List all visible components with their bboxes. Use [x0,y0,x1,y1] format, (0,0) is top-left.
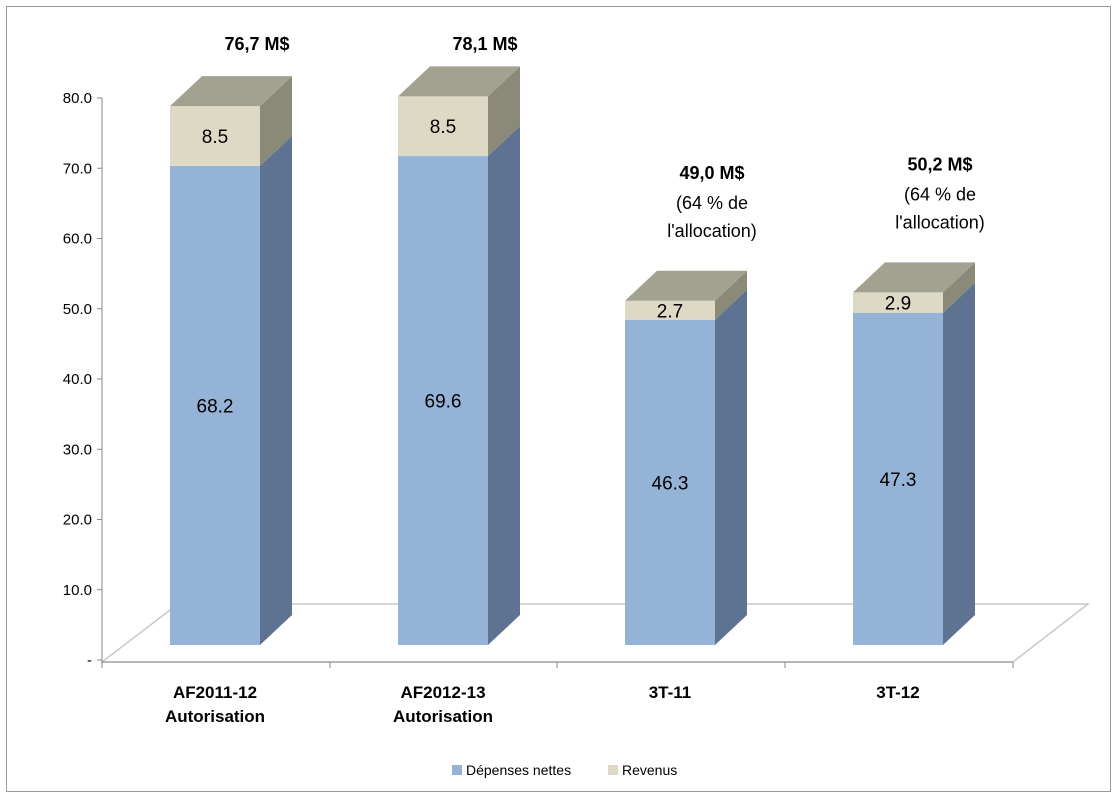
y-tick-label: 70.0 [63,160,92,177]
bar-depenses-front [853,312,943,645]
y-tick-label: 50.0 [63,301,92,318]
segment-value-label: 2.7 [657,301,683,322]
category-label: AF2011-12 [173,683,257,702]
bar-depenses-front [170,165,260,645]
bar-revenus-front [853,292,943,313]
category-label: Autorisation [165,707,265,726]
legend-swatch [608,765,618,775]
legend-label: Revenus [622,762,677,778]
y-tick-label: 60.0 [63,231,92,248]
segment-value-label: 2.9 [885,294,911,315]
bar-revenus-side [260,76,292,166]
bar-note-label: (64 % de [904,184,976,204]
segment-value-label: 68.2 [197,396,234,417]
y-tick-label: 80.0 [63,90,92,107]
bar-revenus-front [625,300,715,320]
segment-value-label: 46.3 [652,473,689,494]
bar-top-face [398,66,520,97]
bar-total-label: 76,7 M$ [224,34,289,54]
bar-revenus-front [170,106,260,166]
y-tick-label: - [87,652,92,669]
bar-revenus-side [943,262,975,313]
bar-top-face [853,262,975,293]
bar-note-label: l'allocation) [667,221,756,241]
bar-top-face [625,270,747,301]
bar-note-label: l'allocation) [895,212,984,232]
bar-revenus-side [488,66,520,157]
y-tick-label: 20.0 [63,512,92,529]
bar-depenses-side [715,289,747,645]
segment-value-label: 8.5 [430,117,456,138]
bar-note-label: (64 % de [676,193,748,213]
bar-revenus-front [398,96,488,157]
y-tick-label: 10.0 [63,582,92,599]
bar-total-label: 78,1 M$ [452,34,517,54]
category-label: AF2012-13 [400,683,485,702]
bar-depenses-side [943,282,975,645]
y-tick-label: 40.0 [63,371,92,388]
bar-total-label: 50,2 M$ [907,154,972,174]
y-tick-label: 30.0 [63,441,92,458]
bar-top-face [170,76,292,107]
category-label: 3T-12 [876,683,919,702]
bar-depenses-side [260,135,292,645]
legend-swatch [452,765,462,775]
bar-depenses-front [625,319,715,645]
bar-total-label: 49,0 M$ [679,163,744,183]
segment-value-label: 8.5 [202,127,228,148]
category-label: Autorisation [393,707,493,726]
segment-value-label: 69.6 [425,392,462,413]
bar-revenus-side [715,270,747,320]
bar-depenses-front [398,156,488,645]
chart-frame [6,6,1111,792]
category-label: 3T-11 [649,683,692,702]
bar-depenses-side [488,126,520,645]
segment-value-label: 47.3 [880,470,917,491]
legend-label: Dépenses nettes [466,762,571,778]
